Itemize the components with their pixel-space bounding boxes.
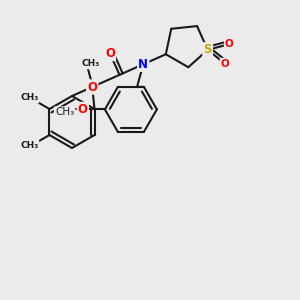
Text: CH₃: CH₃	[20, 94, 38, 103]
Text: O: O	[221, 59, 230, 69]
Text: O: O	[78, 103, 88, 116]
Text: CH₃: CH₃	[20, 140, 38, 149]
Text: O: O	[225, 39, 234, 49]
Text: CH₃: CH₃	[82, 59, 100, 68]
Text: N: N	[138, 58, 148, 71]
Text: CH₃: CH₃	[55, 107, 74, 117]
Text: S: S	[203, 43, 212, 56]
Text: O: O	[105, 47, 115, 60]
Text: O: O	[87, 80, 97, 94]
